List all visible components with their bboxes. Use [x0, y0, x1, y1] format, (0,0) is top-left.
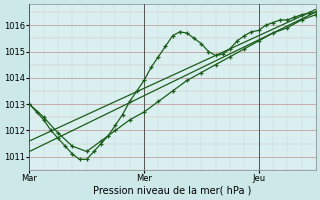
X-axis label: Pression niveau de la mer( hPa ): Pression niveau de la mer( hPa ) — [93, 186, 252, 196]
